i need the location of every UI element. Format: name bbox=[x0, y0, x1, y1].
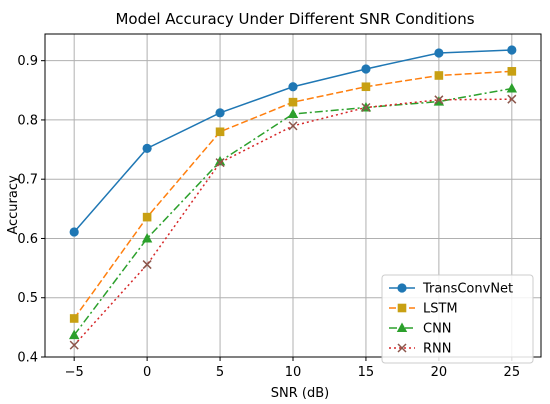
x-tick-label: 20 bbox=[431, 365, 448, 380]
legend: TransConvNet LSTM CNN RNN bbox=[381, 274, 534, 364]
legend-item: LSTM bbox=[389, 302, 458, 317]
y-tick-label: 0.7 bbox=[17, 173, 38, 188]
square-marker bbox=[142, 212, 152, 222]
legend-item: TransConvNet bbox=[389, 282, 513, 297]
y-tick-label: 0.8 bbox=[17, 113, 38, 128]
series-layer bbox=[68, 45, 518, 350]
x-marker bbox=[288, 121, 298, 131]
y-tick-label: 0.5 bbox=[17, 291, 38, 306]
y-tick-label: 0.9 bbox=[17, 54, 38, 69]
circle-marker-legend bbox=[397, 283, 407, 293]
circle-marker bbox=[434, 48, 444, 58]
y-tick-label: 0.6 bbox=[17, 232, 38, 247]
square-marker bbox=[434, 71, 444, 80]
legend-label: LSTM bbox=[423, 302, 458, 317]
x-marker bbox=[361, 102, 371, 113]
square-marker bbox=[507, 67, 517, 76]
series-lstm bbox=[69, 67, 517, 323]
legend-label: CNN bbox=[423, 322, 452, 337]
x-marker bbox=[215, 158, 225, 168]
y-axis-label: Accuracy bbox=[6, 175, 21, 235]
y-tick-label: 0.4 bbox=[17, 351, 38, 366]
legend-box bbox=[381, 274, 534, 364]
triangle-marker bbox=[287, 108, 299, 119]
x-marker-legend bbox=[397, 343, 407, 353]
tick-layer: −5 0 5 10 15 20 25 0.4 0.5 0.6 0.7 0.8 0.9 bbox=[17, 54, 520, 380]
circle-marker bbox=[507, 45, 517, 55]
legend-item: RNN bbox=[389, 342, 451, 357]
triangle-marker-legend bbox=[396, 322, 408, 332]
legend-label: TransConvNet bbox=[422, 282, 513, 297]
circle-marker bbox=[69, 227, 79, 237]
square-marker-legend bbox=[397, 303, 407, 313]
triangle-marker bbox=[506, 83, 518, 93]
circle-marker bbox=[142, 143, 152, 153]
legend-item: CNN bbox=[389, 322, 452, 337]
circle-marker bbox=[361, 64, 371, 74]
x-tick-label: 0 bbox=[143, 365, 151, 380]
grid-lines bbox=[45, 34, 541, 358]
series-transconvnet bbox=[69, 45, 517, 237]
x-tick-label: 5 bbox=[216, 365, 224, 380]
triangle-marker bbox=[214, 155, 226, 166]
legend-label: RNN bbox=[423, 342, 451, 357]
x-tick-label: 10 bbox=[285, 365, 302, 380]
square-marker bbox=[361, 82, 371, 92]
x-marker bbox=[142, 260, 152, 270]
x-tick-label: 15 bbox=[358, 365, 375, 380]
x-marker bbox=[507, 94, 517, 104]
series-rnn bbox=[69, 94, 517, 350]
x-marker bbox=[434, 95, 444, 105]
chart-title: Model Accuracy Under Different SNR Condi… bbox=[115, 10, 474, 28]
triangle-marker bbox=[68, 329, 80, 340]
x-tick-label: −5 bbox=[65, 365, 84, 380]
x-marker bbox=[69, 340, 79, 350]
circle-marker bbox=[288, 82, 298, 92]
x-axis-label: SNR (dB) bbox=[271, 386, 329, 401]
square-marker bbox=[288, 97, 298, 107]
triangle-marker bbox=[141, 232, 153, 243]
circle-marker bbox=[215, 108, 225, 118]
square-marker bbox=[215, 127, 225, 137]
x-tick-label: 25 bbox=[504, 365, 521, 380]
square-marker bbox=[69, 314, 79, 323]
